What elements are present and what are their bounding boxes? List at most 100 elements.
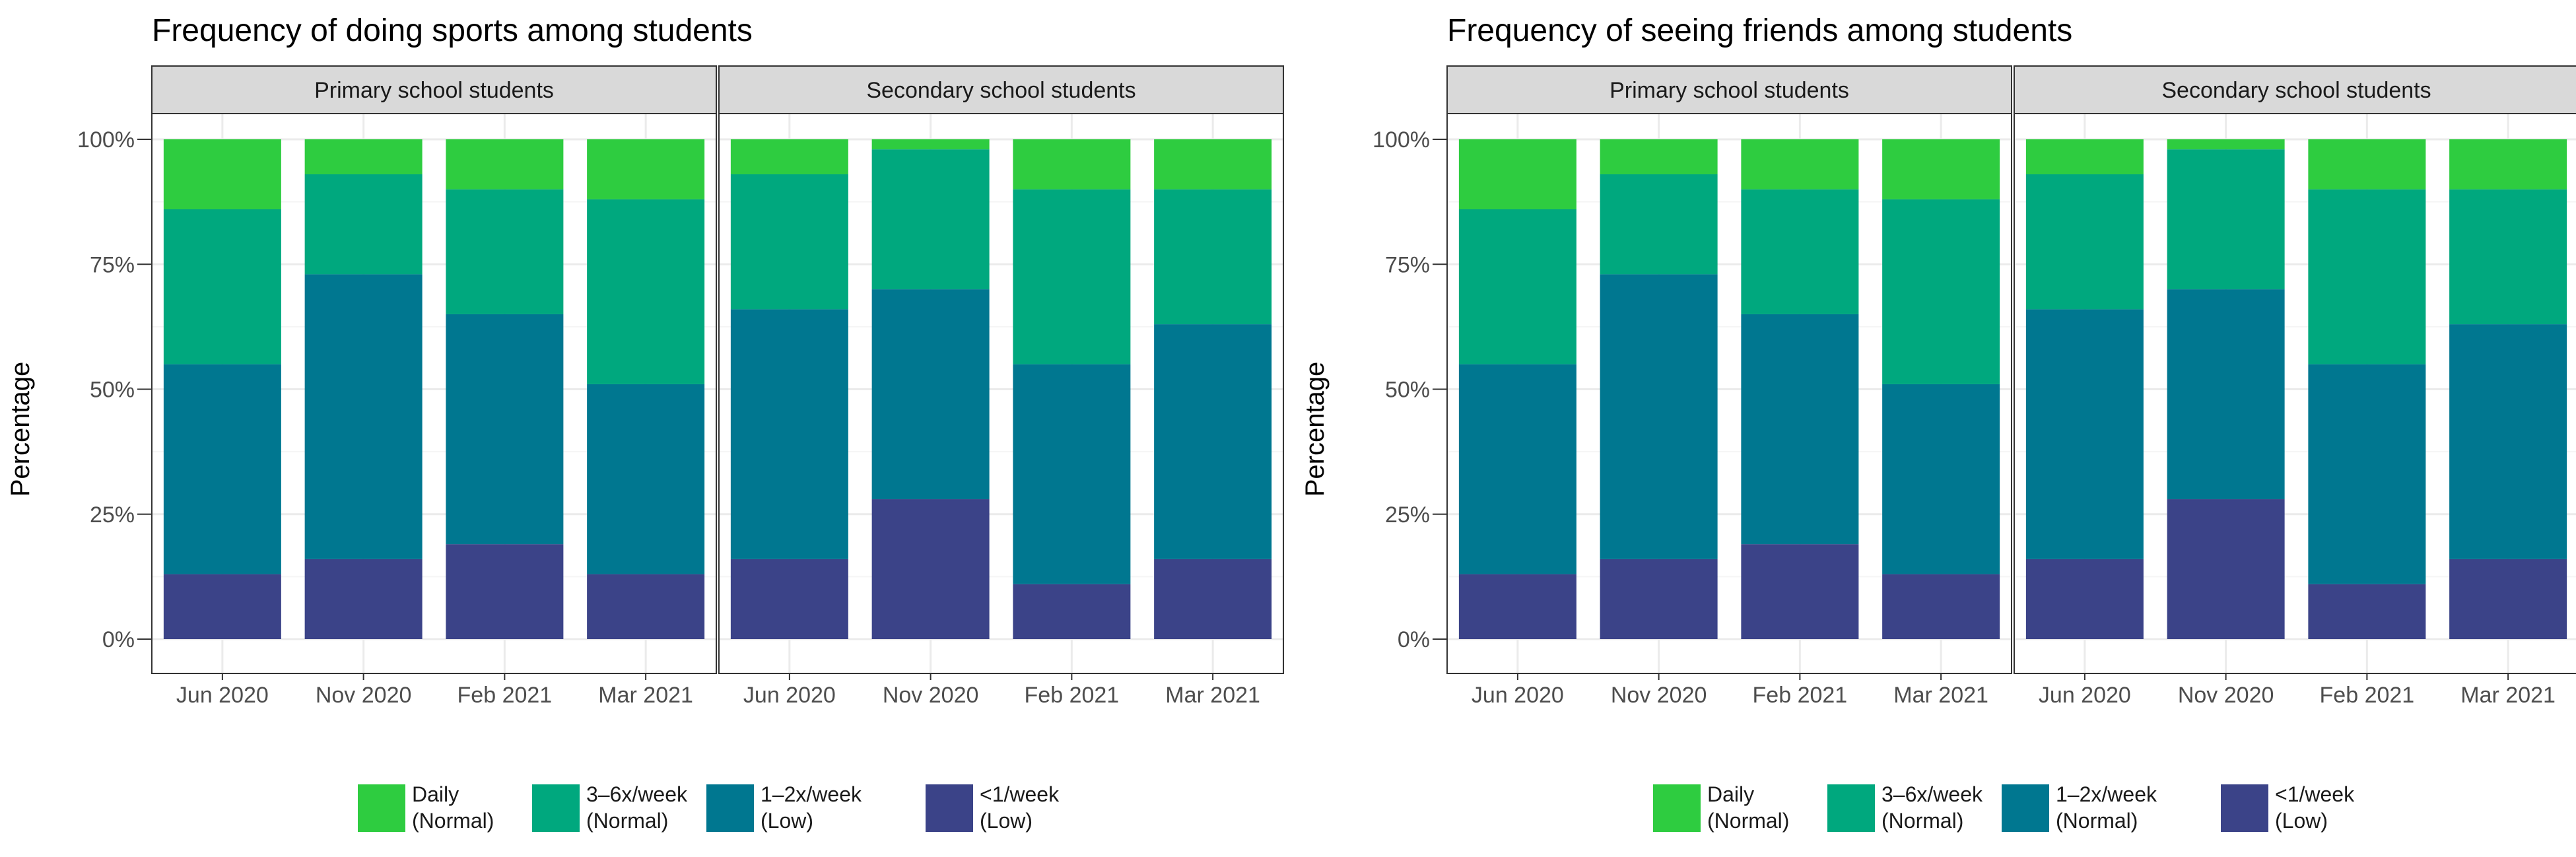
- bar-segment: [730, 174, 848, 310]
- bar-segment: [730, 559, 848, 639]
- facet-strip: [1446, 65, 2012, 114]
- legend-item-less-than-1-week: <1/week (Low): [2221, 782, 2355, 833]
- x-tick-label: Nov 2020: [316, 683, 412, 708]
- bar-segment: [2449, 324, 2567, 559]
- bar-segment: [2025, 309, 2144, 559]
- bar-segment: [1600, 274, 1718, 559]
- y-tick-label: 0%: [1398, 627, 1430, 652]
- x-tick-label: Nov 2020: [1611, 683, 1707, 708]
- legend: Daily (Normal) 3–6x/week (Normal) 1–2x/w…: [358, 782, 1060, 833]
- x-tick-label: Mar 2021: [2460, 683, 2556, 708]
- facet-panel-secondary: Secondary school students Jun 2020 Nov 20…: [718, 65, 1284, 708]
- legend-item-3-6x-week: 3–6x/week (Normal): [1827, 782, 1983, 833]
- bar-segment: [587, 139, 705, 199]
- x-tick-label: Feb 2021: [458, 683, 553, 708]
- bar-segment: [2308, 364, 2426, 584]
- legend-item-daily: Daily (Normal): [1653, 782, 1789, 833]
- x-tick-label: Mar 2021: [1165, 683, 1260, 708]
- legend-label: <1/week: [2275, 782, 2355, 806]
- plot-area: Jun 2020 Nov 2020 Feb 2021 Mar 2021: [2014, 113, 2576, 708]
- bar-segment: [1013, 139, 1131, 189]
- x-tick-label: Jun 2020: [176, 683, 269, 708]
- x-tick-label: Feb 2021: [1753, 683, 1848, 708]
- chart-title: Frequency of seeing friends among studen…: [1447, 13, 2072, 48]
- y-tick-label: 75%: [90, 252, 135, 277]
- legend-item-less-than-1-week: <1/week (Low): [926, 782, 1060, 833]
- panel-border: [2014, 113, 2576, 674]
- bar-segment: [304, 274, 423, 559]
- bar-segment: [2167, 499, 2285, 639]
- bar-segment: [2308, 189, 2426, 364]
- legend-label-sub: (Low): [980, 809, 1033, 833]
- bar-segment: [1600, 174, 1718, 275]
- bar-segment: [1013, 364, 1131, 584]
- bar-segment: [1741, 314, 1859, 545]
- bar-segment: [2167, 149, 2285, 290]
- chart-friends: Frequency of seeing friends among studen…: [1301, 13, 2576, 833]
- bar-segment: [1882, 199, 2000, 384]
- y-axis-title: Percentage: [1301, 362, 1330, 497]
- legend-swatch: [532, 784, 580, 832]
- legend-label: <1/week: [980, 782, 1060, 806]
- facet-panel-primary: Primary school students Jun 2020 Nov 2020…: [1446, 65, 2012, 708]
- legend-swatch: [2221, 784, 2268, 832]
- legend-label-sub: (Normal): [586, 809, 668, 833]
- legend-label-sub: (Low): [2275, 809, 2328, 833]
- bar-segment: [1458, 574, 1576, 639]
- bar-segment: [163, 209, 281, 364]
- bar-segment: [1882, 574, 2000, 639]
- bar-segment: [1154, 559, 1272, 639]
- legend-swatch: [358, 784, 405, 832]
- bar-segment: [2308, 584, 2426, 639]
- x-tick-label: Jun 2020: [2039, 683, 2131, 708]
- bar-segment: [1458, 364, 1576, 574]
- bar-segment: [304, 139, 423, 174]
- bar-segment: [1741, 139, 1859, 189]
- legend: Daily (Normal) 3–6x/week (Normal) 1–2x/w…: [1653, 782, 2355, 833]
- legend-item-1-2x-week: 1–2x/week (Low): [706, 782, 862, 833]
- bar-segment: [1741, 189, 1859, 314]
- bar-segment: [163, 364, 281, 574]
- bar-segment: [446, 139, 564, 189]
- bar-segment: [2167, 289, 2285, 500]
- legend-label: 3–6x/week: [1881, 782, 1983, 806]
- bar-segment: [2167, 139, 2285, 150]
- bar-segment: [1600, 139, 1718, 174]
- legend-swatch: [926, 784, 973, 832]
- y-tick-label: 50%: [90, 378, 135, 403]
- bar-segment: [1154, 139, 1272, 189]
- bar-segment: [304, 174, 423, 275]
- bar-segment: [2025, 139, 2144, 174]
- legend-label: 1–2x/week: [2056, 782, 2157, 806]
- legend-label-sub: (Low): [761, 809, 813, 833]
- bar-segment: [1013, 584, 1131, 639]
- x-tick-label: Mar 2021: [1893, 683, 1988, 708]
- legend-label: Daily: [412, 782, 459, 806]
- facet-strip-label: Primary school students: [314, 78, 554, 103]
- plot-area: Jun 2020 Nov 2020 Feb 2021 Mar 2021: [151, 113, 717, 708]
- y-tick-label: 100%: [77, 127, 135, 153]
- panel-border: [1446, 113, 2012, 674]
- legend-swatch: [1827, 784, 1875, 832]
- bar-segment: [446, 544, 564, 639]
- panel-border: [151, 113, 717, 674]
- bar-segment: [163, 574, 281, 639]
- bar-segment: [2449, 139, 2567, 189]
- bar-segment: [1882, 139, 2000, 199]
- facet-strip: [2014, 65, 2576, 114]
- facet-panel-secondary: Secondary school students Jun 2020 Nov 20…: [2014, 65, 2576, 708]
- y-tick-label: 25%: [1385, 502, 1430, 528]
- chart-title: Frequency of doing sports among students: [152, 13, 753, 48]
- legend-label-sub: (Normal): [2056, 809, 2138, 833]
- bar-segment: [1741, 544, 1859, 639]
- bar-segment: [304, 559, 423, 639]
- bar-segment: [1154, 324, 1272, 559]
- y-axis: 0% 25% 50% 75% 100%: [77, 127, 152, 652]
- plot-area: Jun 2020 Nov 2020 Feb 2021 Mar 2021: [718, 113, 1284, 708]
- y-tick-label: 75%: [1385, 252, 1430, 277]
- x-tick-label: Nov 2020: [883, 683, 979, 708]
- facet-panel-primary: Primary school students Jun 2020 Nov 2020…: [151, 65, 717, 708]
- bar-segment: [730, 309, 848, 559]
- bar-segment: [1458, 209, 1576, 364]
